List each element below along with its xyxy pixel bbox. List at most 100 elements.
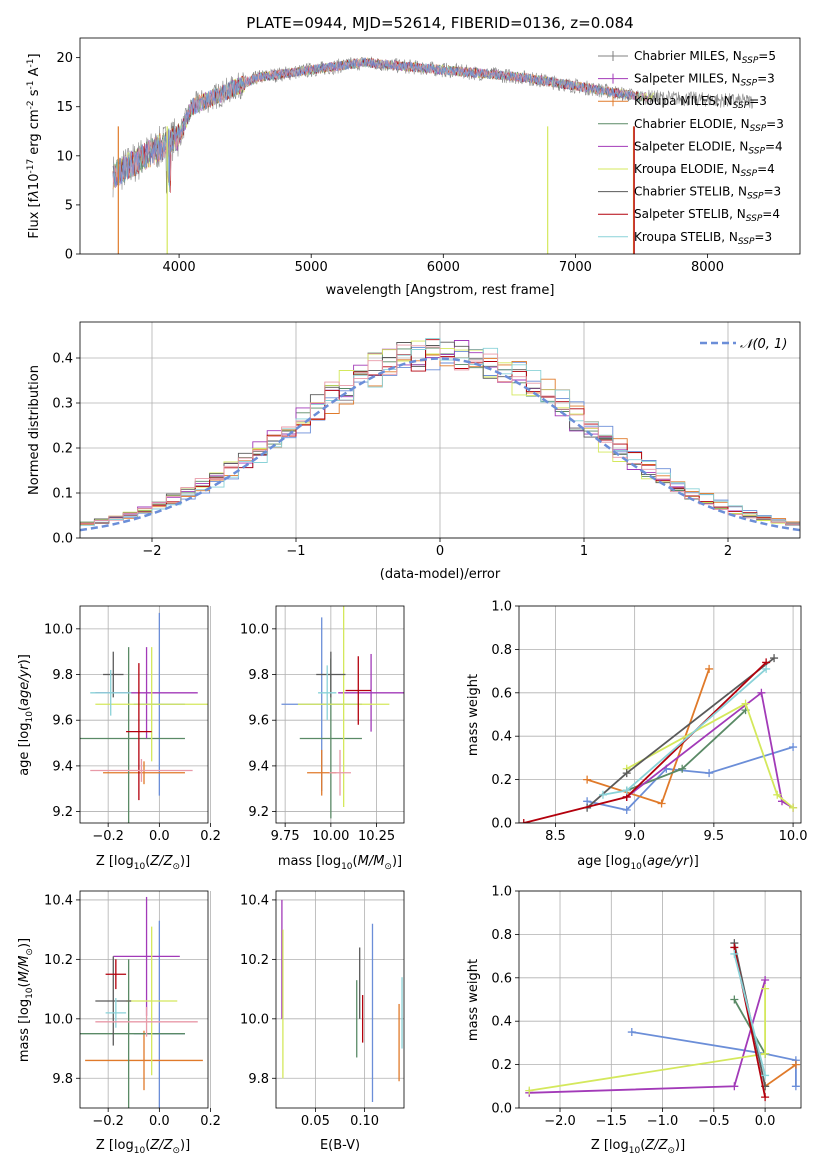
spectrum-xlabel: wavelength [Angstrom, rest frame] [326, 283, 555, 298]
y-tick-label: 10.4 [240, 893, 269, 908]
legend-tail: =4 [757, 162, 775, 176]
y-tick-label: 0.4 [52, 352, 73, 367]
y-tick-label: 20 [56, 51, 73, 66]
legend-label: Chabrier ELODIE, NSSP=3 [634, 117, 784, 134]
y-tick-label: 15 [56, 100, 73, 115]
axes-frame [275, 890, 405, 1109]
legend-name: Chabrier ELODIE, N [634, 117, 750, 131]
hist-legend-label: 𝒩(0, 1) [740, 337, 787, 352]
legend-name: Kroupa MILES, N [634, 94, 733, 108]
legend-tail: =3 [766, 117, 784, 131]
x-tick-label: 0.0 [149, 829, 170, 844]
clip-group [281, 606, 404, 819]
x-tick-label: 7000 [559, 260, 592, 275]
x-tick-label: −2 [142, 544, 161, 559]
legend-tail: =5 [758, 49, 776, 63]
x-tick-label: 0.0 [755, 1114, 776, 1129]
legend-label: Salpeter STELIB, NSSP=4 [634, 207, 780, 224]
y-tick-label: 9.8 [52, 668, 73, 683]
p1-xlabel: Z [log10(Z/Z⊙)] [96, 854, 190, 872]
spectrum-model-line [112, 57, 635, 188]
legend-sub: SSP [741, 169, 758, 179]
spectrum-model-line [112, 58, 643, 186]
y-tick-label: 0.2 [491, 773, 512, 788]
legend-name: Salpeter MILES, N [634, 72, 741, 86]
y-tick-label: 9.2 [248, 805, 269, 820]
x-tick-label: −2.0 [544, 1114, 576, 1129]
y-tick-label: 9.4 [52, 759, 73, 774]
hist-xlabel: (data-model)/error [380, 567, 501, 582]
y-tick-label: 0.4 [491, 730, 512, 745]
legend-sub: SSP [746, 214, 763, 224]
mass-vs-EBV-plot: 0.05 0.10 9.8 10.0 10.2 10.4 [240, 890, 405, 1129]
series-point [762, 664, 771, 673]
gaussian-curve [80, 357, 800, 532]
y-tick-label: 10.2 [44, 953, 73, 968]
legend-sub: SSP [747, 192, 764, 202]
series-point [761, 1049, 770, 1058]
y-tick-label: 10 [56, 149, 73, 164]
y-tick-label: 0.2 [52, 442, 73, 457]
y-tick-label: 9.8 [52, 1072, 73, 1087]
y-tick-label: 0.1 [52, 487, 73, 502]
x-tick-label: 1 [580, 544, 588, 559]
legend-tail: =3 [749, 94, 767, 108]
series-point [789, 743, 798, 752]
legend-tail: =3 [754, 230, 772, 244]
y-tick-label: 9.8 [248, 668, 269, 683]
y-tick-label: 9.6 [248, 714, 269, 729]
legend-sub: SSP [738, 237, 755, 247]
x-tick-label: 0.2 [200, 829, 221, 844]
legend-label: Salpeter ELODIE, NSSP=4 [634, 139, 783, 156]
spectrum-ylabel: Flux [fλ10-17 erg cm-2 s-1 A-1] [26, 53, 42, 238]
legend-tail: =3 [764, 185, 782, 199]
series-point [730, 1082, 739, 1091]
x-tick-label: −1.5 [596, 1114, 628, 1129]
p4-ylabel: mass [log10(M/M⊙)] [17, 938, 35, 1062]
series-point [730, 995, 739, 1004]
clip-group [519, 654, 798, 823]
x-tick-label: 8.5 [545, 829, 566, 844]
series-line [586, 746, 794, 811]
histogram-step [80, 344, 800, 527]
axes-frame [79, 321, 801, 539]
legend-label: Kroupa MILES, NSSP=3 [634, 94, 767, 111]
legend-sub: SSP [748, 146, 765, 156]
axes-frame [79, 890, 209, 1109]
series-point [622, 786, 631, 795]
legend-name: Salpeter ELODIE, N [634, 139, 748, 153]
x-tick-label: −1 [286, 544, 305, 559]
legend-name: Chabrier MILES, N [634, 49, 742, 63]
series-line [764, 1063, 797, 1088]
x-tick-label: 10.00 [312, 829, 349, 844]
x-tick-label: 0 [436, 544, 444, 559]
legend-tail: =3 [757, 72, 775, 86]
clip-group [281, 899, 403, 1103]
legend-label: Kroupa STELIB, NSSP=3 [634, 230, 772, 247]
y-tick-label: 0.0 [491, 1102, 512, 1117]
clip-group [80, 338, 800, 532]
x-tick-label: 0.10 [350, 1114, 379, 1129]
x-tick-label: −0.2 [92, 829, 124, 844]
series-line [529, 988, 766, 1092]
age-vs-mass-plot: 9.75 10.00 10.25 9.2 9.4 9.6 9.8 10.0 [240, 605, 405, 844]
series-line [626, 702, 794, 809]
x-tick-label: 10.25 [358, 829, 395, 844]
clip-group [80, 612, 208, 823]
series-point [757, 688, 766, 697]
hist-legend: 𝒩(0, 1) [700, 337, 787, 352]
y-tick-label: 0.4 [491, 1015, 512, 1030]
spectrum-model-line [112, 57, 638, 193]
x-tick-label: −0.2 [92, 1114, 124, 1129]
series-line [733, 953, 766, 1076]
y-tick-label: 0.8 [491, 928, 512, 943]
p3-xlabel: age [log10(age/yr)] [577, 854, 699, 872]
legend-name: Kroupa ELODIE, N [634, 162, 741, 176]
series-point [741, 699, 750, 708]
x-tick-label: 0.05 [301, 1114, 330, 1129]
series-point [598, 790, 607, 799]
x-tick-label: 2 [724, 544, 732, 559]
y-tick-label: 10.4 [44, 893, 73, 908]
legend-sub: SSP [733, 101, 750, 111]
